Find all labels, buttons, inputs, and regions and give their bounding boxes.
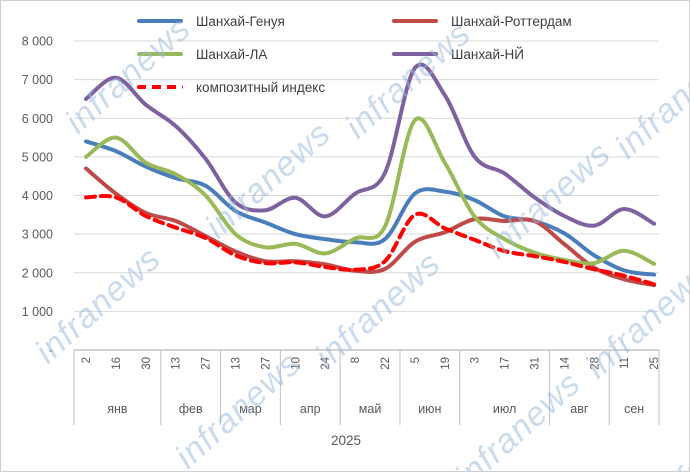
y-axis-tick-label: 5 000 bbox=[22, 150, 53, 164]
legend-item-shanghai-genoa: Шанхай-Генуя bbox=[137, 12, 285, 30]
day-tick-label: 24 bbox=[320, 356, 332, 369]
y-axis-tick-label: 7 000 bbox=[22, 73, 53, 87]
legend-line-swatch-la bbox=[137, 52, 183, 56]
day-tick-label: 31 bbox=[530, 357, 542, 370]
month-label: янв bbox=[107, 402, 128, 416]
month-label: апр bbox=[300, 402, 321, 416]
legend-label-composite: композитный индекс bbox=[196, 79, 326, 95]
month-label: июл bbox=[493, 402, 516, 416]
day-tick-label: 27 bbox=[201, 357, 213, 370]
series-line-0 bbox=[84, 139, 657, 277]
legend-line-swatch-composite bbox=[137, 85, 183, 89]
legend-line-swatch-genoa bbox=[137, 19, 183, 23]
month-label: мар bbox=[239, 402, 262, 416]
y-axis-tick-label: 1 000 bbox=[22, 305, 53, 319]
day-tick-label: 19 bbox=[440, 357, 452, 370]
day-tick-label: 10 bbox=[290, 357, 302, 370]
series-lines bbox=[84, 62, 657, 288]
series-line-4 bbox=[84, 194, 657, 287]
day-tick-label: 3 bbox=[470, 357, 482, 363]
series-line-3 bbox=[84, 62, 657, 228]
y-axis-tick-label: 4 000 bbox=[22, 189, 53, 203]
series-line-1 bbox=[84, 166, 657, 288]
legend-item-composite-index: композитный индекс bbox=[137, 78, 325, 96]
month-label: сен bbox=[624, 402, 644, 416]
day-tick-label: 17 bbox=[500, 357, 512, 370]
day-tick-label: 2 bbox=[81, 357, 93, 363]
x-axis-year-label: 2025 bbox=[330, 433, 362, 448]
legend-line-swatch-rotterdam bbox=[392, 19, 438, 23]
month-separators bbox=[73, 350, 660, 425]
x-axis-day-labels: 2 16 30 13 27 13 27 10 24 8 22 5 19 3 17 31 14 28 11 25 bbox=[81, 356, 661, 369]
y-axis-tick-label: 6 000 bbox=[22, 112, 53, 126]
day-tick-label: 22 bbox=[380, 357, 392, 370]
legend-label-ny: Шанхай-НЙ bbox=[451, 46, 524, 62]
day-tick-label: 11 bbox=[619, 357, 631, 369]
day-tick-label: 8 bbox=[350, 357, 362, 363]
legend-item-shanghai-la: Шанхай-ЛА bbox=[137, 45, 267, 63]
month-label: май bbox=[359, 402, 382, 416]
legend-item-shanghai-ny: Шанхай-НЙ bbox=[392, 45, 524, 63]
day-tick-label: 13 bbox=[231, 357, 243, 370]
y-axis-tick-label: 8 000 bbox=[22, 35, 53, 49]
day-tick-label: 16 bbox=[111, 357, 123, 370]
day-tick-label: 28 bbox=[589, 357, 601, 370]
legend-label-rotterdam: Шанхай-Роттердам bbox=[451, 13, 572, 29]
day-tick-label: 27 bbox=[260, 357, 272, 370]
day-tick-label: 14 bbox=[559, 356, 571, 369]
y-axis-labels: - 1 000 2 000 3 000 4 000 5 000 6 000 7 000 8 00… bbox=[22, 35, 53, 358]
legend-line-swatch-ny bbox=[392, 52, 438, 56]
y-axis-tick-label: 2 000 bbox=[22, 266, 53, 280]
month-label: фев bbox=[179, 402, 203, 416]
day-tick-label: 13 bbox=[171, 357, 183, 370]
legend-label-genoa: Шанхай-Генуя bbox=[196, 13, 285, 29]
legend-item-shanghai-rotterdam: Шанхай-Роттердам bbox=[392, 12, 572, 30]
x-axis-month-labels: янв фев мар апр май июн июл авг сен bbox=[107, 402, 644, 416]
month-label: авг bbox=[570, 402, 589, 416]
legend-label-la: Шанхай-ЛА bbox=[196, 46, 268, 62]
day-tick-label: 30 bbox=[141, 357, 153, 370]
y-axis-tick-label: - bbox=[49, 344, 53, 358]
y-axis-tick-label: 3 000 bbox=[22, 228, 53, 242]
month-label: июн bbox=[418, 402, 441, 416]
day-tick-label: 25 bbox=[649, 357, 661, 370]
day-tick-label: 5 bbox=[410, 357, 422, 363]
gridlines-group bbox=[74, 40, 659, 312]
